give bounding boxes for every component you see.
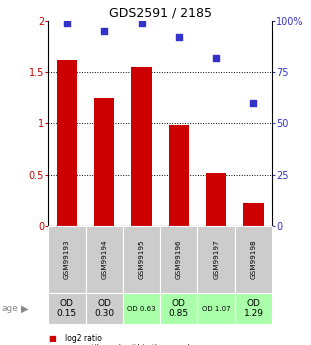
Bar bbox=[57, 60, 77, 226]
Point bbox=[102, 28, 107, 34]
Bar bbox=[131, 67, 152, 226]
Text: ■: ■ bbox=[48, 344, 56, 345]
Text: age: age bbox=[2, 304, 18, 313]
Text: GSM99196: GSM99196 bbox=[176, 240, 182, 279]
Text: ■: ■ bbox=[48, 334, 56, 343]
Text: OD
0.85: OD 0.85 bbox=[169, 299, 189, 318]
Bar bbox=[94, 98, 114, 226]
Text: OD 0.63: OD 0.63 bbox=[127, 306, 156, 312]
Text: GSM99193: GSM99193 bbox=[64, 240, 70, 279]
Text: GSM99197: GSM99197 bbox=[213, 240, 219, 279]
Title: GDS2591 / 2185: GDS2591 / 2185 bbox=[109, 7, 212, 20]
Text: OD
0.15: OD 0.15 bbox=[57, 299, 77, 318]
Text: GSM99198: GSM99198 bbox=[250, 240, 257, 279]
Text: OD 1.07: OD 1.07 bbox=[202, 306, 230, 312]
Text: ▶: ▶ bbox=[21, 304, 29, 314]
Point bbox=[139, 20, 144, 26]
Text: OD
0.30: OD 0.30 bbox=[94, 299, 114, 318]
Point bbox=[214, 55, 219, 60]
Bar bbox=[169, 125, 189, 226]
Point bbox=[251, 100, 256, 106]
Bar bbox=[243, 204, 264, 226]
Text: OD
1.29: OD 1.29 bbox=[244, 299, 263, 318]
Bar bbox=[206, 172, 226, 226]
Text: GSM99195: GSM99195 bbox=[138, 240, 145, 279]
Text: GSM99194: GSM99194 bbox=[101, 240, 107, 279]
Point bbox=[176, 34, 181, 40]
Text: percentile rank within the sample: percentile rank within the sample bbox=[65, 344, 195, 345]
Text: log2 ratio: log2 ratio bbox=[65, 334, 102, 343]
Point bbox=[64, 20, 69, 26]
